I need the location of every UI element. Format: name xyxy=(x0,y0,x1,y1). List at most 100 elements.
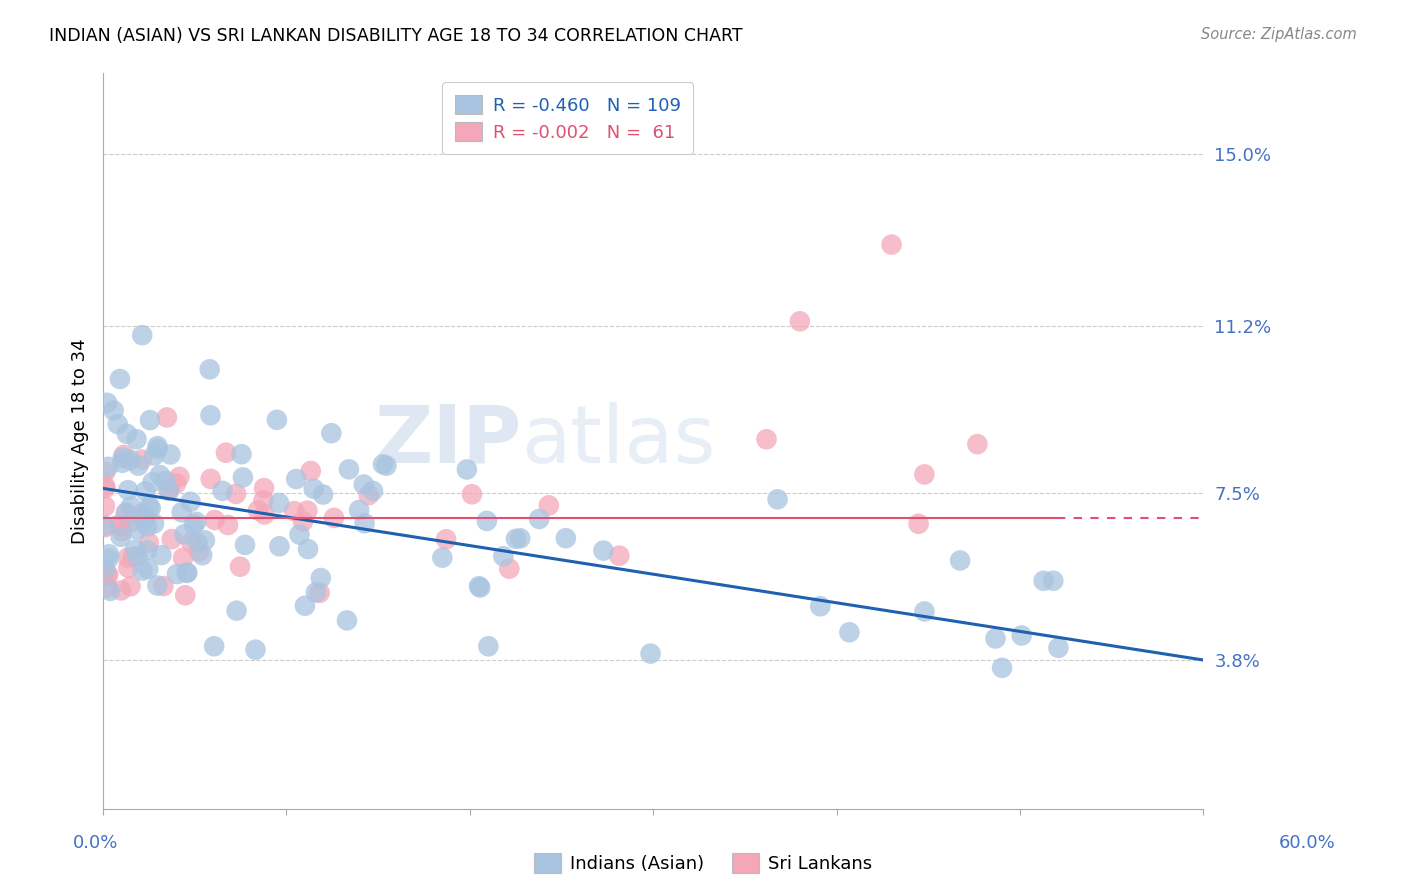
Point xyxy=(180,535,202,549)
Point xyxy=(353,516,375,531)
Point xyxy=(640,647,662,661)
Point xyxy=(1011,628,1033,642)
Point xyxy=(217,518,239,533)
Point xyxy=(97,567,120,582)
Point xyxy=(912,467,935,482)
Point xyxy=(111,450,134,465)
Point xyxy=(375,458,398,473)
Point xyxy=(179,495,201,509)
Point xyxy=(191,548,214,562)
Point xyxy=(309,571,332,585)
Point xyxy=(966,437,988,451)
Point xyxy=(461,487,484,501)
Point xyxy=(94,479,117,493)
Point xyxy=(103,403,125,417)
Point xyxy=(198,362,221,376)
Point xyxy=(94,562,117,576)
Point xyxy=(112,448,135,462)
Point xyxy=(949,553,972,567)
Point xyxy=(505,532,527,546)
Point xyxy=(357,488,380,502)
Point xyxy=(371,458,394,472)
Point xyxy=(498,562,520,576)
Point xyxy=(492,549,515,564)
Point xyxy=(96,395,118,409)
Point xyxy=(266,413,288,427)
Point xyxy=(156,410,179,425)
Point xyxy=(202,639,225,653)
Point xyxy=(808,599,831,614)
Point xyxy=(353,477,375,491)
Point xyxy=(229,559,252,574)
Point xyxy=(225,604,247,618)
Point xyxy=(186,515,208,529)
Point xyxy=(537,499,560,513)
Point xyxy=(115,426,138,441)
Point xyxy=(766,492,789,507)
Point xyxy=(110,530,132,544)
Point xyxy=(136,562,159,576)
Text: atlas: atlas xyxy=(522,402,716,480)
Point xyxy=(323,511,346,525)
Point xyxy=(592,543,614,558)
Point xyxy=(233,538,256,552)
Point xyxy=(136,519,159,533)
Point xyxy=(984,632,1007,646)
Point xyxy=(321,426,343,441)
Point xyxy=(131,452,153,467)
Point xyxy=(232,470,254,484)
Point xyxy=(173,527,195,541)
Point xyxy=(470,581,492,595)
Point xyxy=(111,524,134,538)
Point xyxy=(176,566,198,580)
Text: Source: ZipAtlas.com: Source: ZipAtlas.com xyxy=(1201,27,1357,42)
Point xyxy=(475,514,498,528)
Point xyxy=(337,462,360,476)
Point xyxy=(1032,574,1054,588)
Point xyxy=(143,449,166,463)
Point xyxy=(838,625,860,640)
Point xyxy=(124,542,146,557)
Point xyxy=(97,547,120,561)
Point xyxy=(172,550,194,565)
Point xyxy=(136,543,159,558)
Point xyxy=(456,462,478,476)
Point xyxy=(297,542,319,557)
Point xyxy=(117,560,139,574)
Point xyxy=(157,483,180,497)
Point xyxy=(131,506,153,520)
Point xyxy=(117,483,139,498)
Point xyxy=(200,472,222,486)
Point xyxy=(146,578,169,592)
Point xyxy=(312,487,335,501)
Point xyxy=(94,481,117,495)
Point xyxy=(166,567,188,582)
Text: ZIP: ZIP xyxy=(374,402,522,480)
Point xyxy=(125,432,148,446)
Point xyxy=(160,532,183,546)
Text: 60.0%: 60.0% xyxy=(1279,834,1336,852)
Point xyxy=(146,442,169,456)
Point xyxy=(115,505,138,519)
Point xyxy=(127,458,149,473)
Point xyxy=(121,515,143,529)
Point xyxy=(152,579,174,593)
Point xyxy=(907,516,929,531)
Point xyxy=(283,504,305,518)
Text: 0.0%: 0.0% xyxy=(73,834,118,852)
Point xyxy=(789,314,811,328)
Point xyxy=(125,523,148,537)
Point xyxy=(110,518,132,533)
Point xyxy=(111,456,134,470)
Legend: R = -0.460   N = 109, R = -0.002   N =  61: R = -0.460 N = 109, R = -0.002 N = 61 xyxy=(443,82,693,154)
Point xyxy=(127,549,149,563)
Point xyxy=(1042,574,1064,588)
Point xyxy=(94,465,117,479)
Point xyxy=(94,520,117,534)
Point xyxy=(131,564,153,578)
Point xyxy=(110,583,132,598)
Point xyxy=(150,548,173,562)
Point xyxy=(117,550,139,565)
Text: INDIAN (ASIAN) VS SRI LANKAN DISABILITY AGE 18 TO 34 CORRELATION CHART: INDIAN (ASIAN) VS SRI LANKAN DISABILITY … xyxy=(49,27,742,45)
Point xyxy=(294,599,316,613)
